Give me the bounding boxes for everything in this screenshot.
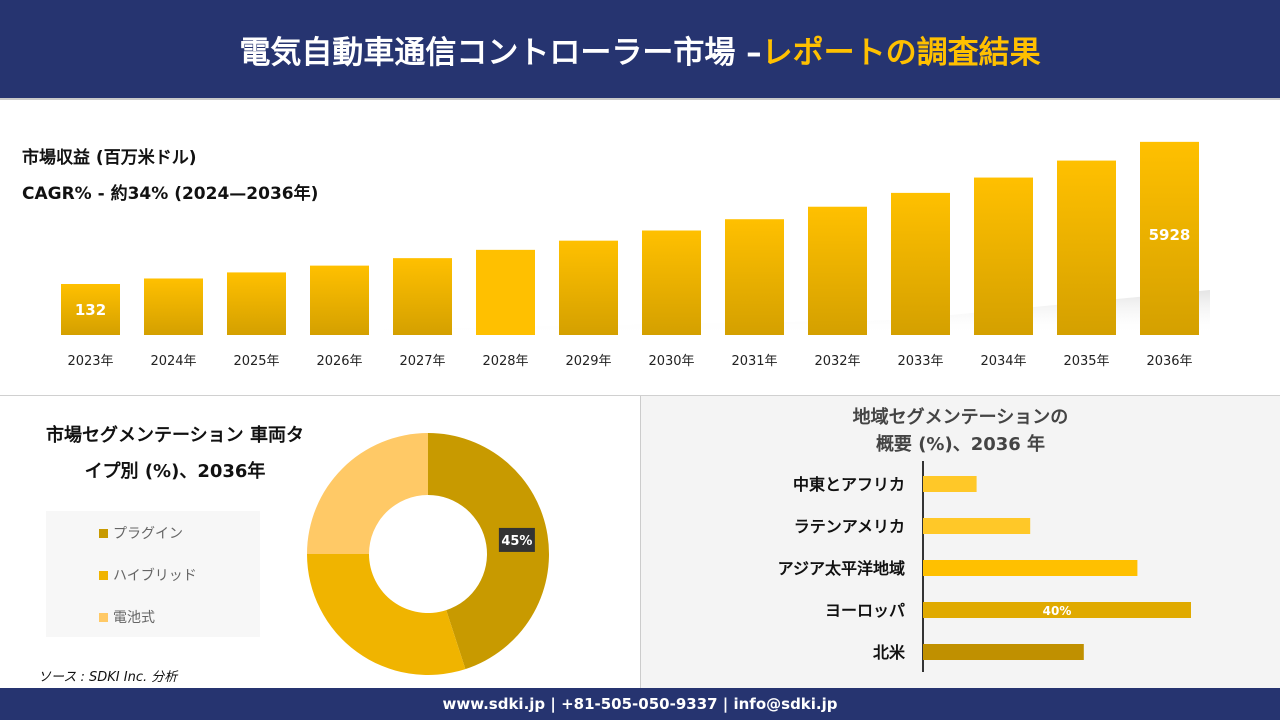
revenue-bar-chart: 2023年 132 2024年 2025年 2026年 2027年 2028年 2029年 20… bbox=[60, 141, 1210, 369]
revenue-bar bbox=[891, 192, 950, 335]
revenue-bar bbox=[974, 177, 1033, 335]
revenue-bar bbox=[61, 284, 120, 335]
source-note: ソース : SDKI Inc. 分析 bbox=[38, 670, 178, 685]
region-label: 中東とアフリカ bbox=[793, 475, 905, 494]
legend-swatch bbox=[99, 528, 108, 538]
legend-item: 電池式 bbox=[99, 607, 155, 627]
bar-data-label: 132 bbox=[75, 301, 106, 319]
legend-label: ハイブリッド bbox=[113, 568, 197, 584]
revenue-bar bbox=[808, 206, 867, 335]
region-segment-panel: 中東とアフリカ ラテンアメリカアジア太平洋地域ヨーロッパ 40% 北米 地域セグメンテ… bbox=[640, 396, 1280, 688]
revenue-bar bbox=[559, 240, 618, 335]
year-label: 2035年 bbox=[1063, 354, 1109, 369]
revenue-bar bbox=[227, 272, 286, 335]
year-label: 2026年 bbox=[316, 354, 362, 369]
year-label: 2031年 bbox=[731, 354, 777, 369]
legend-item: プラグイン bbox=[99, 523, 183, 543]
segment-title: 市場セグメンテーション 車両タイプ別 (%)、2036年 bbox=[46, 425, 304, 482]
revenue-bar bbox=[310, 265, 369, 335]
region-bar bbox=[923, 644, 1084, 660]
year-label: 2028年 bbox=[482, 354, 528, 369]
data-label-box bbox=[498, 527, 535, 552]
year-label: 2036年 bbox=[1146, 354, 1192, 369]
revenue-bar bbox=[725, 219, 784, 335]
revenue-bar bbox=[1057, 160, 1116, 335]
year-label: 2032年 bbox=[814, 354, 860, 369]
footer-contact: www.sdki.jp | +81-505-050-9337 | info@sd… bbox=[0, 688, 1280, 720]
year-label: 2029年 bbox=[565, 354, 611, 369]
title-banner: 電気自動車通信コントローラー市場 – レポートの調査結果 bbox=[0, 0, 1280, 100]
region-bar bbox=[923, 476, 977, 492]
divider bbox=[0, 395, 1280, 396]
year-label: 2025年 bbox=[233, 354, 279, 369]
region-label: ラテンアメリカ bbox=[794, 517, 905, 536]
year-label: 2030年 bbox=[648, 354, 694, 369]
year-label: 2027年 bbox=[399, 354, 445, 369]
year-label: 2034年 bbox=[980, 354, 1026, 369]
revenue-bar bbox=[476, 249, 535, 335]
title-main: 電気自動車通信コントローラー市場 – bbox=[239, 34, 762, 71]
region-bar bbox=[923, 560, 1138, 576]
legend-label: 電池式 bbox=[113, 610, 155, 626]
region-title-line1: 地域セグメンテーションの bbox=[852, 407, 1069, 428]
region-bar bbox=[923, 518, 1031, 534]
region-title: 地域セグメンテーションの 概要 (%)、2036 年 bbox=[641, 404, 1280, 458]
year-label: 2024年 bbox=[150, 354, 196, 369]
region-title-line2: 概要 (%)、2036 年 bbox=[875, 434, 1046, 455]
revenue-bar bbox=[144, 278, 203, 335]
donut-slice bbox=[307, 554, 466, 675]
donut-slice bbox=[307, 433, 428, 554]
vehicle-segment-panel: 市場セグメンテーション 車両タイプ別 (%)、2036年 プラグイン ハイブリッ… bbox=[0, 396, 640, 688]
title-highlight: レポートの調査結果 bbox=[761, 34, 1041, 71]
region-bar bbox=[923, 602, 1191, 618]
donut-slice bbox=[428, 433, 549, 670]
legend-swatch bbox=[99, 570, 108, 580]
legend-item: ハイブリッド bbox=[99, 565, 197, 585]
bar-data-label: 5928 bbox=[1149, 226, 1191, 244]
legend-label: プラグイン bbox=[113, 526, 183, 542]
donut-data-label: 45% bbox=[501, 534, 532, 549]
region-label: アジア太平洋地域 bbox=[778, 559, 905, 578]
revenue-bar bbox=[1140, 141, 1199, 335]
revenue-label: 市場収益 (百万米ドル) bbox=[22, 148, 197, 168]
year-label: 2033年 bbox=[897, 354, 943, 369]
cagr-label: CAGR% - 約34% (2024—2036年) bbox=[22, 184, 319, 204]
market-info: 市場収益 (百万米ドル) CAGR% - 約34% (2024—2036年) bbox=[22, 140, 318, 212]
donut-legend: プラグイン ハイブリッド 電池式 bbox=[46, 511, 260, 637]
region-label: ヨーロッパ bbox=[825, 601, 905, 620]
vehicle-donut-chart: 45% bbox=[307, 433, 549, 675]
revenue-bar bbox=[393, 258, 452, 335]
region-data-label: 40% bbox=[1043, 604, 1072, 618]
region-label: 北米 bbox=[873, 643, 906, 662]
legend-swatch bbox=[99, 612, 108, 622]
revenue-bar bbox=[642, 230, 701, 335]
year-label: 2023年 bbox=[67, 354, 113, 369]
